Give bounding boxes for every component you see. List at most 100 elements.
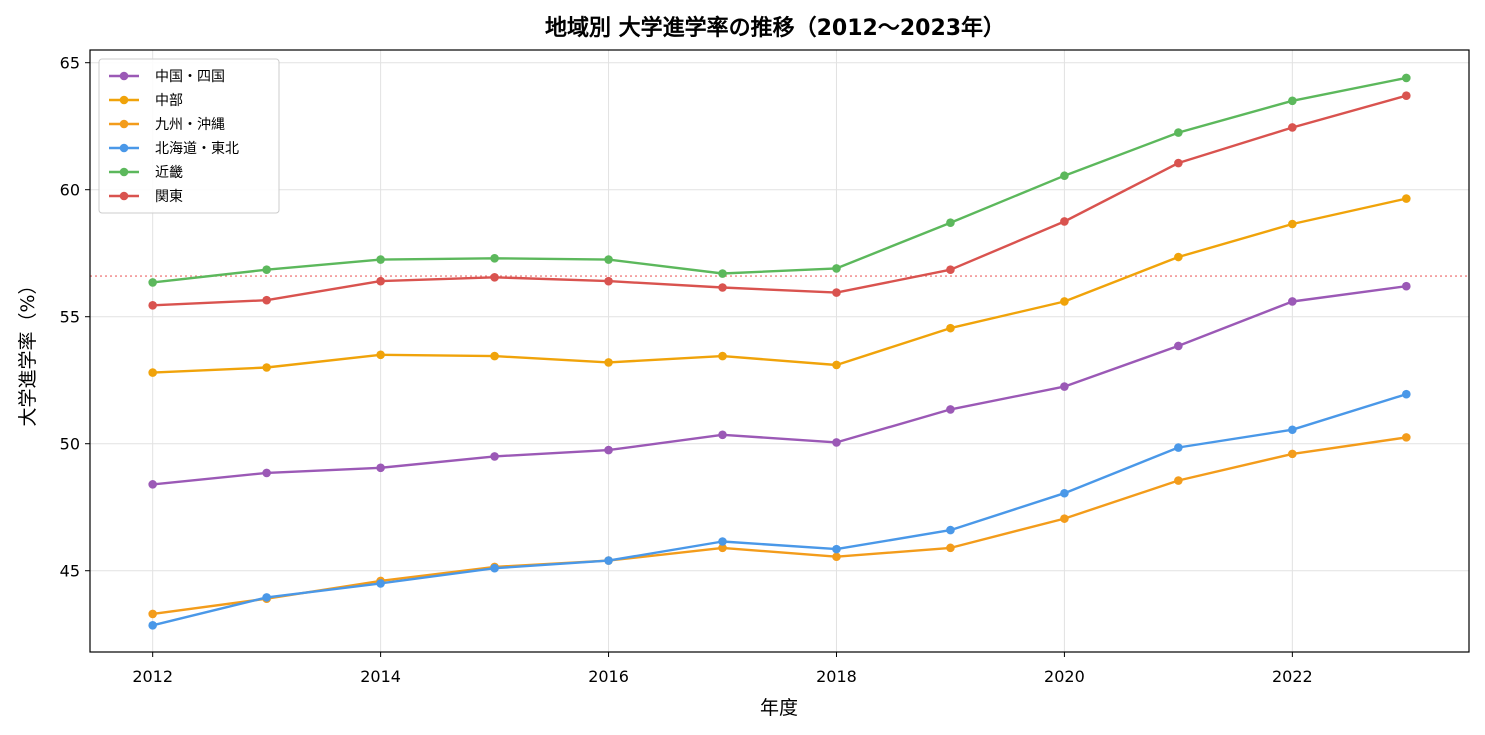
- data-point: [1402, 281, 1411, 291]
- legend-item: 中国・四国: [109, 69, 225, 85]
- data-point: [604, 255, 613, 264]
- data-point: [376, 276, 385, 286]
- data-point: [376, 255, 385, 264]
- legend-item: 北海道・東北: [109, 141, 239, 157]
- data-point: [1174, 341, 1183, 351]
- data-point: [946, 218, 955, 228]
- data-point: [1174, 158, 1183, 168]
- data-point: [1174, 252, 1183, 262]
- data-point: [148, 480, 157, 489]
- data-point: [376, 463, 385, 473]
- data-point: [1288, 297, 1297, 306]
- series-4: [148, 73, 1411, 287]
- grid-lines: [90, 50, 1469, 652]
- legend-swatch-marker: [119, 167, 129, 177]
- data-point: [1402, 389, 1411, 399]
- data-point: [1174, 476, 1183, 485]
- data-point: [946, 265, 955, 275]
- series-line: [151, 197, 1408, 374]
- data-point: [832, 360, 841, 370]
- data-point: [604, 358, 613, 367]
- x-axis-label: 年度: [760, 697, 798, 719]
- legend-swatch-marker: [119, 143, 129, 153]
- data-point: [1060, 514, 1069, 523]
- y-tick-label: 50: [60, 435, 80, 454]
- data-point: [376, 350, 385, 360]
- y-axis-label: 大学進学率（%）: [17, 275, 39, 426]
- data-point: [1402, 194, 1411, 203]
- data-point: [490, 452, 499, 461]
- data-point: [1402, 433, 1411, 442]
- data-point: [1288, 96, 1297, 106]
- data-point: [376, 579, 385, 588]
- data-point: [490, 351, 499, 361]
- data-point: [1288, 449, 1297, 459]
- plot-area-frame: [89, 49, 1470, 653]
- legend-item: 関東: [109, 189, 183, 205]
- legend-swatch-marker: [119, 95, 129, 105]
- chart-title: 地域別 大学進学率の推移（2012〜2023年）: [545, 15, 1005, 41]
- data-point: [148, 609, 157, 619]
- data-point: [1060, 297, 1069, 306]
- data-point: [148, 368, 157, 377]
- data-point: [946, 323, 955, 333]
- data-point: [718, 537, 727, 546]
- data-point: [1288, 219, 1297, 229]
- data-point: [262, 265, 271, 275]
- data-point: [148, 621, 157, 630]
- data-point: [832, 288, 841, 297]
- x-tick-label: 2018: [816, 667, 857, 686]
- data-point: [1060, 217, 1069, 226]
- series-5: [148, 91, 1411, 310]
- y-tick-label: 60: [60, 181, 80, 200]
- legend-swatch-marker: [119, 119, 129, 129]
- data-point: [1060, 488, 1069, 498]
- series-1: [148, 194, 1411, 377]
- legend-label: 北海道・東北: [155, 141, 239, 157]
- series-line: [151, 393, 1408, 627]
- data-point: [262, 468, 271, 478]
- y-tick-label: 45: [60, 562, 80, 581]
- x-tick-label: 2016: [588, 667, 629, 686]
- data-point: [262, 593, 271, 602]
- data-point: [718, 269, 727, 278]
- data-point: [1402, 91, 1411, 101]
- data-point: [946, 543, 955, 553]
- legend-label: 中国・四国: [155, 69, 225, 85]
- data-point: [718, 283, 727, 292]
- legend-swatch-marker: [119, 191, 129, 201]
- x-tick-label: 2014: [360, 667, 401, 686]
- series-2: [148, 433, 1411, 619]
- legend-label: 関東: [155, 189, 183, 205]
- series-layer: [148, 73, 1411, 630]
- legend-item: 中部: [109, 93, 183, 109]
- data-point: [718, 351, 727, 361]
- data-point: [1174, 128, 1183, 137]
- legend-item: 近畿: [109, 165, 183, 181]
- legend-label: 近畿: [155, 165, 183, 181]
- data-point: [490, 253, 499, 263]
- data-point: [832, 552, 841, 562]
- x-tick-label: 2020: [1044, 667, 1085, 686]
- data-point: [946, 525, 955, 535]
- data-point: [1288, 123, 1297, 132]
- legend-label: 九州・沖縄: [155, 117, 225, 133]
- x-tick-label: 2012: [132, 667, 173, 686]
- series-3: [148, 389, 1411, 630]
- y-tick-label: 55: [60, 308, 80, 327]
- data-point: [262, 295, 271, 305]
- series-line: [151, 94, 1408, 307]
- data-point: [490, 273, 499, 282]
- series-line: [151, 436, 1408, 616]
- axis-ticks: 2012 2014 2016 2018 2020 2022 45 50 55 60 65: [60, 54, 1313, 686]
- legend-swatch-marker: [119, 71, 129, 81]
- data-point: [604, 445, 613, 455]
- legend-item: 九州・沖縄: [109, 117, 225, 133]
- data-point: [832, 438, 841, 447]
- legend-box: [98, 58, 280, 214]
- data-point: [1060, 382, 1069, 391]
- data-point: [490, 563, 499, 573]
- series-line: [151, 285, 1408, 486]
- data-point: [604, 276, 613, 286]
